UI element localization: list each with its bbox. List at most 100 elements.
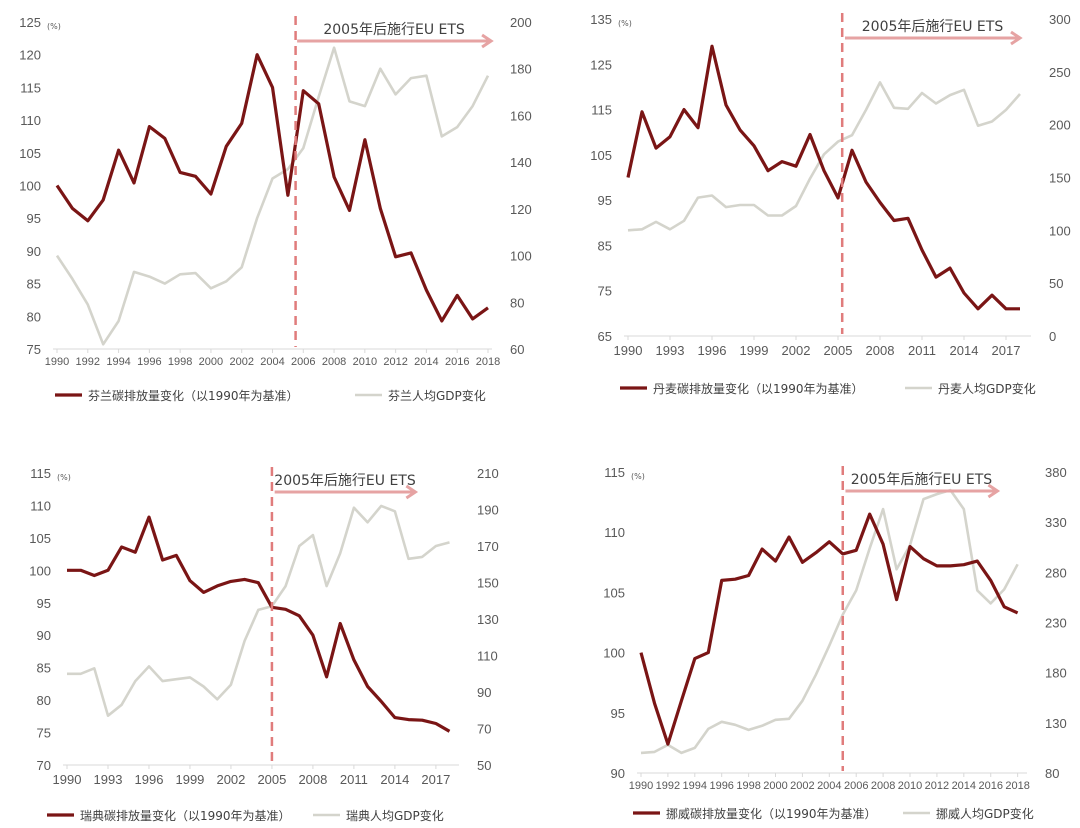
y-left-tick-label: 95	[37, 596, 51, 611]
y-right-tick-label: 230	[1045, 616, 1067, 631]
y-right-tick-label: 330	[1045, 515, 1067, 530]
x-tick-label: 2008	[322, 356, 346, 368]
y-left-tick-label: 115	[20, 80, 41, 95]
x-tick-label: 2014	[952, 780, 976, 792]
x-tick-label: 2005	[824, 343, 853, 358]
y-right-tick-label: 380	[1045, 465, 1067, 480]
y-left-tick-label: 75	[27, 342, 41, 357]
legend-gdp-label: 瑞典人均GDP变化	[346, 808, 444, 823]
y-right-tick-label: 90	[477, 685, 491, 700]
x-tick-label: 2017	[992, 343, 1021, 358]
x-tick-label: 2008	[298, 772, 327, 787]
y-right-tick-label: 200	[1049, 118, 1071, 133]
x-tick-label: 2005	[257, 772, 286, 787]
chart-panel-finland: 75 80 85 90 95 100 105 110 115 120 125 60 80 100 120 14…	[0, 0, 540, 414]
legend-emission-label: 瑞典碳排放量变化（以1990年为基准）	[80, 808, 291, 823]
y-left-tick-label: 65	[598, 329, 612, 344]
y-left-tick-label: 95	[611, 706, 625, 721]
y-left-tick-label: 105	[590, 148, 612, 163]
unit-label: (%)	[57, 473, 71, 482]
x-tick-label: 2010	[353, 356, 377, 368]
x-tick-label: 1996	[709, 780, 733, 792]
y-right-tick-label: 150	[477, 576, 499, 591]
x-tick-label: 2014	[380, 772, 409, 787]
x-tick-label: 1990	[45, 356, 69, 368]
y-right-tick-label: 50	[1049, 276, 1063, 291]
y-right-tick-label: 100	[1049, 223, 1071, 238]
x-tick-label: 2010	[898, 780, 922, 792]
ets-annotation: 2005年后施行EU ETS	[851, 472, 993, 488]
y-right-tick-label: 50	[477, 758, 491, 773]
x-tick-label: 2016	[978, 780, 1002, 792]
x-tick-label: 2018	[476, 356, 500, 368]
x-tick-label: 2000	[199, 356, 223, 368]
x-tick-label: 1990	[53, 772, 82, 787]
y-right-tick-label: 120	[510, 202, 532, 217]
y-right-tick-label: 200	[510, 15, 532, 30]
y-left-tick-label: 75	[598, 284, 612, 299]
y-right-tick-label: 180	[1045, 666, 1067, 681]
gdp-series-line	[640, 488, 1019, 755]
legend-gdp-label: 芬兰人均GDP变化	[388, 388, 486, 403]
chart-svg: 70 75 80 85 90 95 100 105 110 115 50 70 90 110 130 150 1…	[29, 466, 499, 823]
y-left-tick-label: 110	[20, 113, 41, 128]
x-tick-label: 2008	[866, 343, 895, 358]
y-left-tick-label: 85	[37, 661, 51, 676]
x-tick-label: 1994	[106, 356, 130, 368]
legend-emission-label: 丹麦碳排放量变化（以1990年为基准）	[653, 381, 864, 396]
y-left-tick-label: 125	[19, 15, 41, 30]
y-right-tick-label: 80	[1045, 766, 1059, 781]
y-left-tick-label: 100	[19, 179, 41, 194]
x-tick-label: 2006	[291, 356, 315, 368]
y-left-tick-label: 80	[37, 693, 51, 708]
y-right-tick-label: 60	[510, 342, 524, 357]
y-right-tick-label: 110	[477, 649, 498, 664]
y-right-tick-label: 250	[1049, 65, 1071, 80]
y-right-tick-label: 150	[1049, 171, 1071, 186]
x-tick-label: 1999	[175, 772, 204, 787]
y-right-tick-label: 170	[477, 539, 499, 554]
y-right-tick-label: 100	[510, 249, 532, 264]
legend-emission-label: 挪威碳排放量变化（以1990年为基准）	[666, 806, 877, 821]
y-right-tick-label: 130	[477, 612, 499, 627]
unit-label: (%)	[631, 472, 645, 481]
x-tick-label: 2012	[925, 780, 949, 792]
y-left-tick-label: 90	[37, 628, 51, 643]
y-right-tick-label: 180	[510, 62, 532, 77]
chart-svg: 65 75 85 95 105 115 125 135 0 50 100 150 200 250 300 (%…	[590, 12, 1071, 396]
x-tick-label: 2016	[445, 356, 469, 368]
y-left-tick-label: 95	[598, 193, 612, 208]
y-right-tick-label: 300	[1049, 12, 1071, 27]
chart-panel-denmark: 65 75 85 95 105 115 125 135 0 50 100 150 200 250 300 (%…	[540, 0, 1080, 414]
y-left-tick-label: 80	[27, 309, 41, 324]
y-left-tick-label: 70	[37, 758, 51, 773]
y-right-tick-label: 280	[1045, 565, 1067, 580]
x-tick-label: 2002	[229, 356, 253, 368]
emission-series-line	[67, 515, 451, 733]
x-tick-label: 2011	[340, 772, 368, 787]
y-left-tick-label: 115	[604, 465, 625, 480]
y-left-tick-label: 105	[603, 585, 625, 600]
x-tick-label: 1993	[656, 343, 685, 358]
y-left-tick-label: 120	[19, 48, 41, 63]
unit-label: (%)	[618, 19, 632, 28]
x-tick-label: 1992	[76, 356, 100, 368]
emission-series-line	[55, 53, 489, 323]
x-tick-label: 1998	[168, 356, 192, 368]
x-tick-label: 2014	[950, 343, 979, 358]
y-right-tick-label: 140	[510, 155, 532, 170]
y-right-tick-label: 210	[477, 466, 499, 481]
ets-arrow-head	[405, 484, 419, 500]
y-left-tick-label: 115	[30, 466, 51, 481]
ets-annotation: 2005年后施行EU ETS	[323, 22, 465, 38]
legend-emission-label: 芬兰碳排放量变化（以1990年为基准）	[88, 388, 299, 403]
ets-arrow-head	[481, 33, 494, 49]
y-left-tick-label: 125	[590, 57, 612, 72]
gdp-series-line	[67, 504, 450, 718]
emission-series-line	[626, 44, 1020, 311]
y-left-tick-label: 90	[611, 766, 625, 781]
y-right-tick-label: 70	[477, 722, 491, 737]
ets-arrow-head	[1010, 30, 1023, 46]
y-left-tick-label: 95	[27, 211, 41, 226]
y-left-tick-label: 110	[604, 525, 625, 540]
